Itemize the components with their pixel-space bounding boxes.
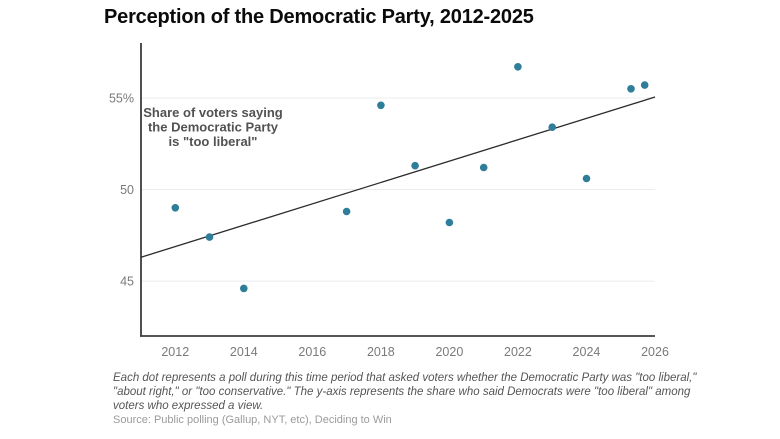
caption-line-2: "about right," or "too conservative." Th… bbox=[113, 386, 691, 398]
chart-annotation-line: the Democratic Party bbox=[148, 119, 279, 134]
data-point bbox=[627, 85, 635, 93]
y-tick-label: 55% bbox=[109, 91, 134, 105]
data-point bbox=[548, 123, 556, 131]
chart-annotation-line: Share of voters saying bbox=[143, 105, 282, 120]
data-point bbox=[640, 81, 649, 89]
data-point bbox=[377, 101, 385, 110]
x-tick-label: 2014 bbox=[230, 345, 258, 359]
x-tick-label: 2026 bbox=[641, 345, 669, 359]
chart-title: Perception of the Democratic Party, 2012… bbox=[104, 6, 534, 28]
data-point bbox=[479, 163, 488, 172]
y-tick-label: 50 bbox=[120, 183, 134, 197]
chart-annotation-line: is "too liberal" bbox=[169, 134, 258, 149]
x-tick-label: 2018 bbox=[367, 345, 395, 359]
x-tick-label: 2022 bbox=[504, 345, 532, 359]
data-point bbox=[514, 63, 522, 71]
data-point bbox=[171, 204, 180, 212]
caption-line-3: voters who expressed a view. bbox=[113, 400, 264, 412]
y-tick-label: 45 bbox=[120, 275, 134, 289]
data-point bbox=[445, 218, 454, 227]
x-tick-label: 2020 bbox=[435, 345, 463, 359]
trend-line bbox=[140, 96, 656, 258]
data-point bbox=[342, 207, 351, 216]
data-point bbox=[582, 174, 591, 183]
x-tick-label: 2016 bbox=[298, 345, 326, 359]
chart-caption: Each dot represents a poll during this t… bbox=[113, 371, 696, 413]
x-tick-label: 2012 bbox=[161, 345, 189, 359]
caption-line-1: Each dot represents a poll during this t… bbox=[113, 372, 697, 384]
x-tick-label: 2024 bbox=[573, 345, 601, 359]
data-point bbox=[205, 233, 214, 241]
data-point bbox=[411, 161, 419, 170]
scatter-chart: 45 50 55% 2012 2014 2016 2018 2020 2022 2024 2026 S… bbox=[109, 43, 669, 359]
source-credit: Source: Public polling (Gallup, NYT, etc… bbox=[113, 414, 392, 426]
data-point bbox=[240, 284, 248, 293]
